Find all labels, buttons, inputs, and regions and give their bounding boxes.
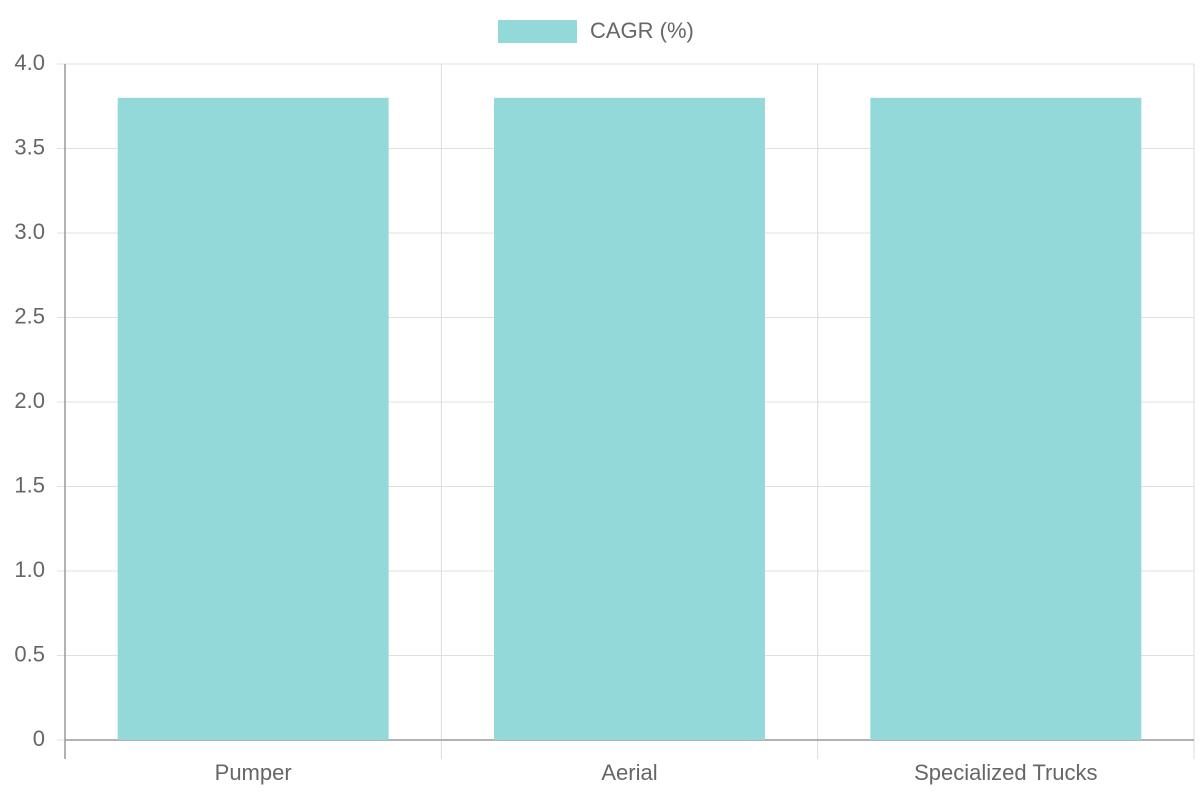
- bar: [117, 97, 389, 741]
- bar: [494, 97, 765, 741]
- legend-label: CAGR (%): [590, 18, 694, 43]
- y-tick-label: 2.5: [14, 303, 45, 328]
- y-tick-label: 3.5: [14, 134, 45, 159]
- y-tick-label: 0: [33, 726, 45, 751]
- x-tick-label: Pumper: [215, 760, 292, 785]
- bar: [870, 97, 1142, 741]
- x-tick-label: Specialized Trucks: [914, 760, 1097, 785]
- y-tick-label: 4.0: [14, 50, 45, 75]
- y-tick-label: 3.0: [14, 219, 45, 244]
- y-tick-label: 2.0: [14, 388, 45, 413]
- y-tick-label: 1.5: [14, 472, 45, 497]
- x-tick-label: Aerial: [601, 760, 657, 785]
- legend-swatch: [498, 20, 577, 43]
- y-tick-label: 1.0: [14, 557, 45, 582]
- y-tick-label: 0.5: [14, 641, 45, 666]
